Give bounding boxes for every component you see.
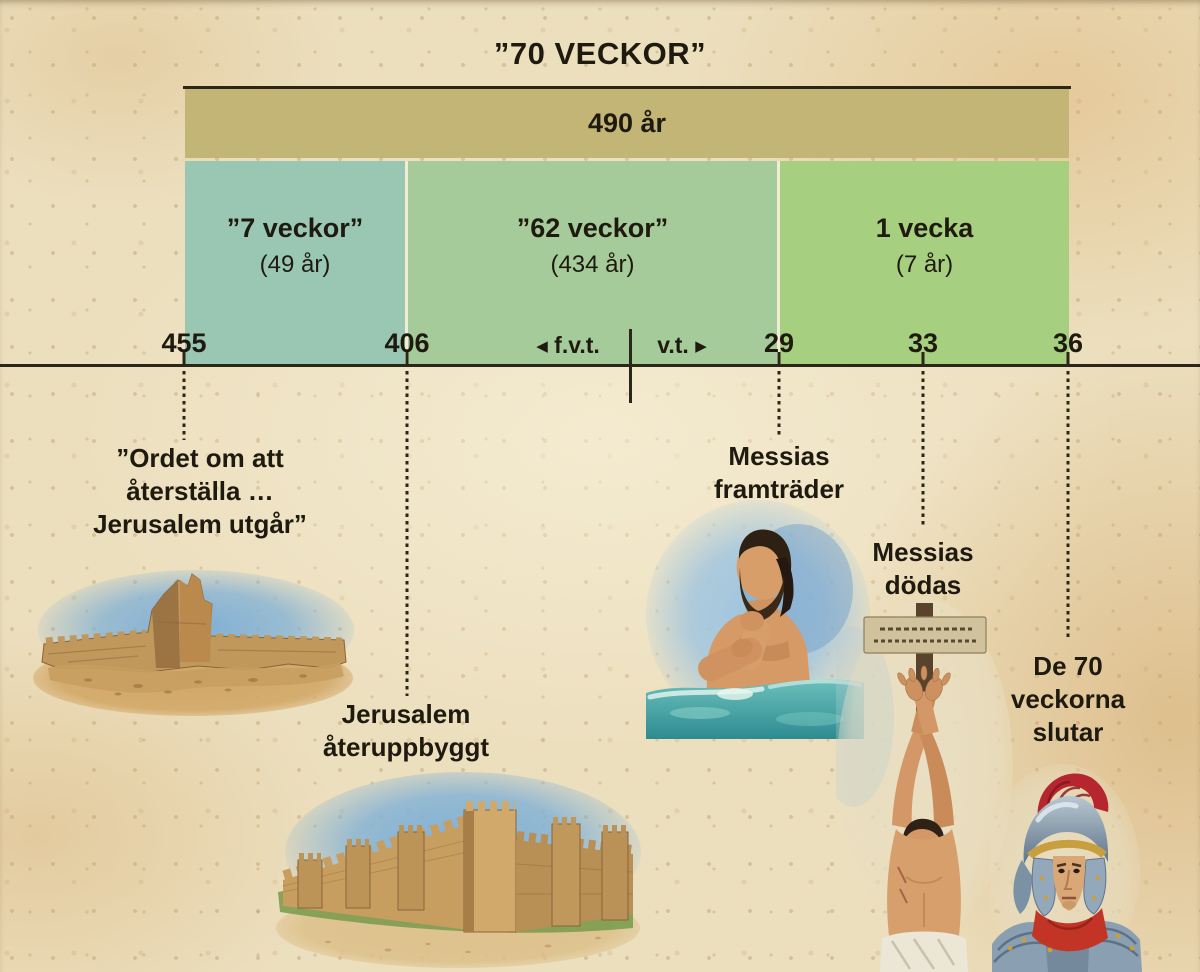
era-ce-label: v.t. ▶ [657, 334, 706, 357]
page-title: ”70 VECKOR” [493, 36, 707, 71]
face [1052, 856, 1086, 911]
roman-soldier-illustration [990, 764, 1142, 972]
segment-7-weeks: ”7 veckor” (49 år) [185, 161, 405, 365]
event-weeks-end-line3: slutar [1032, 717, 1104, 748]
segment-1-week: 1 vecka (7 år) [780, 161, 1069, 365]
segment-62-weeks-years: (434 år) [550, 251, 635, 278]
total-years-label: 490 år [587, 108, 667, 138]
event-decree-label: ”Ordet om att återställa … Jerusalem utg… [20, 442, 380, 541]
leader-dots-33 [921, 371, 925, 528]
halo [836, 599, 1013, 935]
helmet [1013, 796, 1109, 917]
city-wall [282, 801, 634, 933]
segment-62-weeks-label: ”62 veckor” [516, 213, 669, 243]
segment-7-weeks-label: ”7 veckor” [226, 213, 364, 243]
water [646, 679, 864, 739]
tick-29 [777, 352, 781, 365]
jerusalem-rebuilt-walls-illustration [276, 772, 641, 968]
total-years-bar: 490 år [185, 89, 1069, 158]
event-messiah-appears-line2: framträder [713, 474, 845, 505]
tick-406 [405, 352, 409, 365]
event-decree-line3: Jerusalem utgår” [93, 509, 307, 540]
event-messiah-appears-label: Messias framträder [629, 440, 929, 506]
event-decree-line1: ”Ordet om att [116, 443, 284, 473]
era-bce-text: f.v.t. [554, 332, 600, 358]
hands [897, 665, 951, 701]
tick-33 [921, 352, 925, 365]
event-rebuilt-label: Jerusalem återuppbyggt [256, 698, 556, 764]
segment-62-weeks: ”62 veckor” (434 år) [408, 161, 777, 365]
era-ce-text: v.t. [657, 332, 689, 358]
left-arrow-icon: ◀ [536, 338, 548, 355]
event-messiah-appears-line1: Messias [728, 441, 830, 471]
event-messiah-killed-label: Messias dödas [798, 536, 1048, 602]
figure [880, 665, 968, 972]
event-decree-line2: återställa … [126, 476, 274, 507]
right-arrow-icon: ▶ [695, 338, 707, 355]
leader-dots-406 [405, 371, 409, 696]
event-rebuilt-line2: återuppbyggt [322, 732, 490, 763]
leader-dots-36 [1066, 371, 1070, 640]
weeks-segments-row: ”7 veckor” (49 år) ”62 veckor” (434 år) … [185, 161, 1069, 365]
leader-dots-29 [777, 371, 781, 436]
tick-455 [182, 352, 186, 365]
event-weeks-end-label: De 70 veckorna slutar [968, 650, 1168, 749]
event-weeks-end-line1: De 70 [1033, 651, 1103, 681]
event-weeks-end-line2: veckorna [1010, 684, 1126, 715]
segment-1-week-label: 1 vecka [875, 213, 974, 243]
sand-speckles [325, 936, 601, 954]
event-rebuilt-line1: Jerusalem [341, 699, 471, 729]
event-messiah-killed-line1: Messias [872, 537, 974, 567]
segment-7-weeks-years: (49 år) [259, 251, 331, 278]
timeline-axis [0, 364, 1200, 367]
rubble [48, 662, 344, 696]
event-messiah-killed-line2: dödas [884, 570, 962, 601]
era-bce-label: ◀ f.v.t. [536, 334, 600, 357]
jerusalem-ruins-illustration [33, 570, 354, 716]
messiah-baptism-illustration [646, 500, 870, 739]
scarf [1032, 908, 1108, 952]
leader-dots-455 [182, 371, 186, 440]
segment-1-week-years: (7 år) [895, 251, 954, 278]
tick-36 [1066, 352, 1070, 365]
messiah-on-stake-illustration [836, 599, 1013, 972]
top-rule-line [183, 86, 1071, 89]
